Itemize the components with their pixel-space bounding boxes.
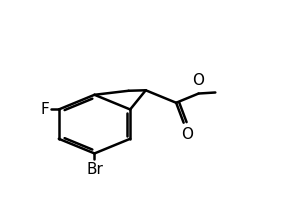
Text: O: O [192, 73, 205, 88]
Text: Br: Br [86, 162, 103, 177]
Text: F: F [41, 102, 50, 117]
Text: O: O [181, 127, 193, 142]
